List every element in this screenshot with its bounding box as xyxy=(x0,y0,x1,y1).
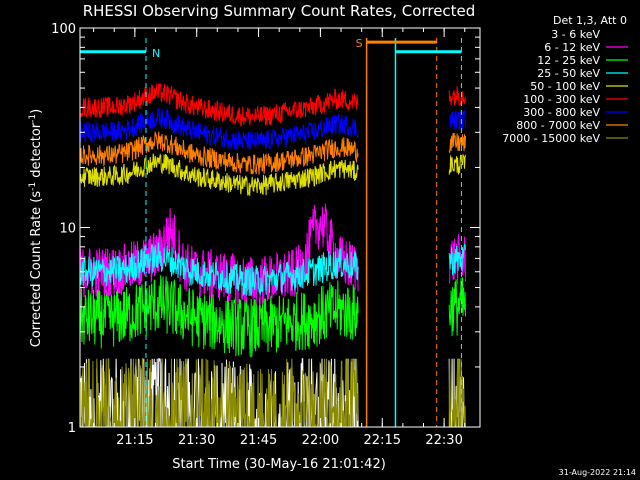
series-line-7 xyxy=(79,131,466,175)
series-line-5 xyxy=(79,82,466,127)
x-tick-label: 22:30 xyxy=(425,433,462,448)
x-tick-label: 21:15 xyxy=(116,433,153,448)
series-line-3 xyxy=(79,242,466,297)
y-tick-label: 1 xyxy=(68,421,76,436)
flag-label-0: N xyxy=(152,47,160,60)
x-tick-label: 21:30 xyxy=(178,433,215,448)
legend-entry-4: 50 - 100 keV xyxy=(530,80,600,93)
x-tick-label: 22:15 xyxy=(364,433,401,448)
series-line-4 xyxy=(79,153,466,196)
y-tick-label: 100 xyxy=(51,22,76,37)
footer-date: 31-Aug-2022 21:14 xyxy=(559,468,636,477)
x-tick-label: 21:45 xyxy=(240,433,277,448)
plot-area: NS xyxy=(79,37,466,429)
flag-label-1: S xyxy=(356,37,363,50)
series-line-2 xyxy=(79,275,466,358)
legend-entry-7: 800 - 7000 keV xyxy=(516,119,600,132)
legend-entry-5: 100 - 300 keV xyxy=(523,93,600,106)
y-axis: 1 10 100 xyxy=(51,22,480,436)
legend-entry-6: 300 - 800 keV xyxy=(523,106,600,119)
legend-header: Det 1,3, Att 0 xyxy=(553,14,627,27)
y-tick-label: 10 xyxy=(59,222,76,237)
legend-entry-2: 12 - 25 keV xyxy=(537,54,600,67)
series-line-6 xyxy=(79,108,466,151)
legend-entry-3: 25 - 50 keV xyxy=(537,67,600,80)
x-tick-label: 22:00 xyxy=(302,433,339,448)
y-axis-label: Corrected Count Rate (s-1 detector-1) xyxy=(28,109,44,347)
legend-entry-0: 3 - 6 keV xyxy=(551,28,600,41)
legend-entry-8: 7000 - 15000 keV xyxy=(502,132,600,145)
x-axis: 21:15 21:30 21:45 22:00 22:15 22:30 xyxy=(93,28,466,448)
x-axis-label: Start Time (30-May-16 21:01:42) xyxy=(172,457,386,472)
chart-title: RHESSI Observing Summary Count Rates, Co… xyxy=(83,2,476,20)
legend-entry-1: 6 - 12 keV xyxy=(544,41,600,54)
